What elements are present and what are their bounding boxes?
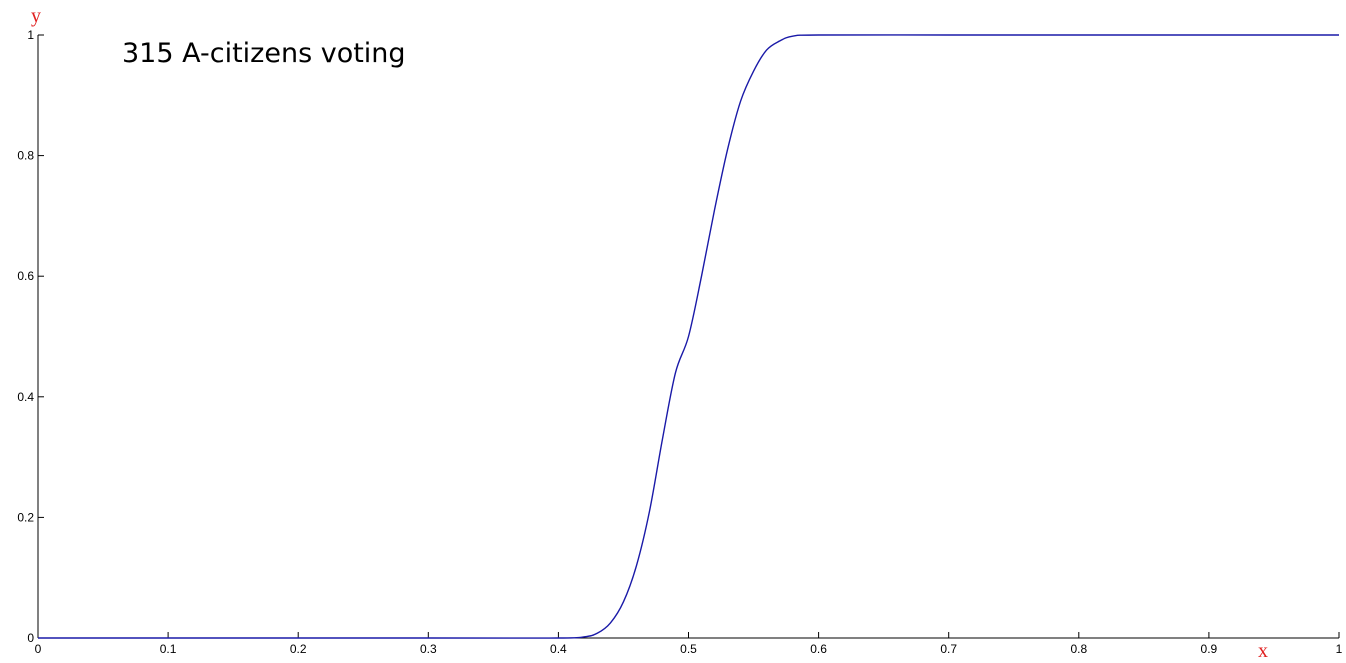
x-tick-label: 0.4 bbox=[550, 642, 567, 656]
y-tick-label: 0.4 bbox=[17, 390, 34, 404]
y-tick-label: 0.6 bbox=[17, 269, 34, 283]
y-ticks: 0 0.2 0.4 0.6 0.8 1 bbox=[17, 28, 44, 645]
x-tick-label: 0.8 bbox=[1070, 642, 1087, 656]
y-tick-label: 0.8 bbox=[17, 149, 34, 163]
y-tick-label: 1 bbox=[27, 28, 34, 42]
x-ticks: 0 0.1 0.2 0.3 0.4 0.5 0.6 0.7 0.8 0.9 1 bbox=[35, 632, 1343, 656]
x-tick-label: 1 bbox=[1336, 642, 1343, 656]
x-tick-label: 0.7 bbox=[940, 642, 957, 656]
x-tick-label: 0.2 bbox=[290, 642, 307, 656]
x-tick-label: 0.9 bbox=[1201, 642, 1218, 656]
x-tick-label: 0.1 bbox=[160, 642, 177, 656]
x-axis-label: x bbox=[1258, 640, 1268, 662]
x-tick-label: 0.5 bbox=[680, 642, 697, 656]
series-line bbox=[38, 35, 1339, 638]
x-tick-label: 0.3 bbox=[420, 642, 437, 656]
chart-title: 315 A-citizens voting bbox=[122, 38, 406, 69]
y-tick-label: 0.2 bbox=[17, 510, 34, 524]
x-tick-label: 0 bbox=[35, 642, 42, 656]
x-tick-label: 0.6 bbox=[810, 642, 827, 656]
y-axis-label: y bbox=[31, 5, 41, 27]
y-tick-label: 0 bbox=[27, 631, 34, 645]
